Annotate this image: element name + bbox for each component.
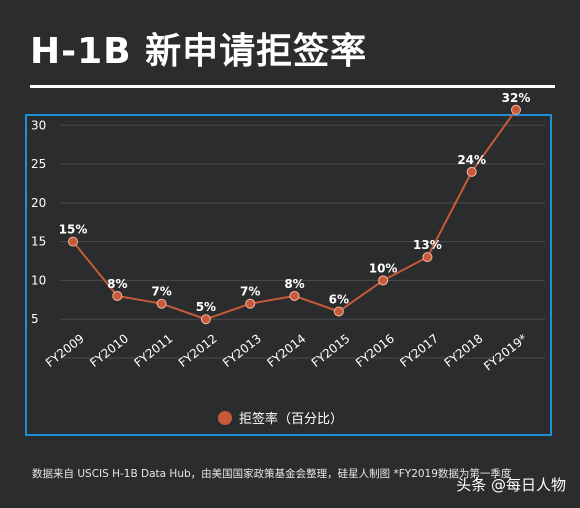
y-tick-label: 20 (31, 196, 46, 210)
data-label: 7% (240, 285, 260, 299)
data-label: 13% (413, 238, 442, 252)
data-label: 8% (284, 277, 304, 291)
data-label: 7% (151, 285, 171, 299)
x-tick-label: FY2015 (309, 331, 353, 370)
data-label: 24% (457, 153, 486, 167)
x-tick-label: FY2017 (397, 331, 441, 370)
data-point (378, 275, 389, 286)
data-label: 32% (502, 91, 531, 105)
title-underline (30, 85, 555, 88)
data-label: 5% (196, 300, 216, 314)
data-label: 6% (329, 292, 349, 306)
legend-label: 拒签率（百分比） (239, 411, 343, 427)
x-tick-label: FY2014 (264, 331, 308, 370)
chart-title: H-1B 新申请拒签率 (30, 31, 368, 72)
x-tick-label: FY2018 (442, 331, 486, 370)
legend-marker (218, 411, 232, 425)
data-point (68, 236, 78, 247)
x-tick-label: FY2009 (43, 331, 87, 370)
y-tick-label: 30 (31, 118, 46, 132)
data-point (245, 298, 256, 309)
data-point (289, 290, 300, 301)
data-point (333, 306, 344, 317)
x-tick-label: FY2016 (353, 331, 397, 370)
y-tick-label: 25 (31, 157, 46, 171)
y-tick-label: 15 (31, 235, 46, 249)
x-axis-ticks: FY2009 FY2010 FY2011 FY2012 FY2013 FY2014 FY20… (43, 331, 530, 373)
x-tick-label: FY2011 (132, 331, 176, 370)
source-footnote: 数据来自 USCIS H-1B Data Hub，由美国国家政策基金会整理，硅星… (32, 468, 512, 480)
data-label: 8% (107, 277, 127, 291)
data-label: 10% (369, 261, 398, 275)
data-labels: 15% 8% 7% 5% 7% 8% 6% 10% 13% 24% 32% (59, 91, 531, 314)
data-markers (68, 104, 521, 325)
legend: 拒签率（百分比） (218, 411, 343, 427)
y-tick-label: 10 (31, 273, 46, 287)
x-tick-label: FY2013 (220, 331, 264, 370)
data-point (466, 166, 477, 177)
y-tick-label: 5 (31, 312, 39, 326)
data-point (511, 104, 521, 115)
x-tick-label: FY2012 (176, 331, 220, 370)
y-axis-ticks: 5 10 15 20 25 30 (31, 118, 46, 326)
data-label: 15% (59, 223, 88, 237)
data-point (112, 290, 123, 301)
chart-panel (25, 114, 552, 436)
x-tick-label: FY2010 (87, 331, 131, 370)
data-point (200, 314, 211, 325)
x-tick-label: FY2019* (481, 331, 530, 373)
data-point (156, 298, 167, 309)
grid-lines (60, 124, 545, 359)
data-point (422, 252, 433, 263)
watermark: 头条 @每日人物 (456, 476, 566, 494)
